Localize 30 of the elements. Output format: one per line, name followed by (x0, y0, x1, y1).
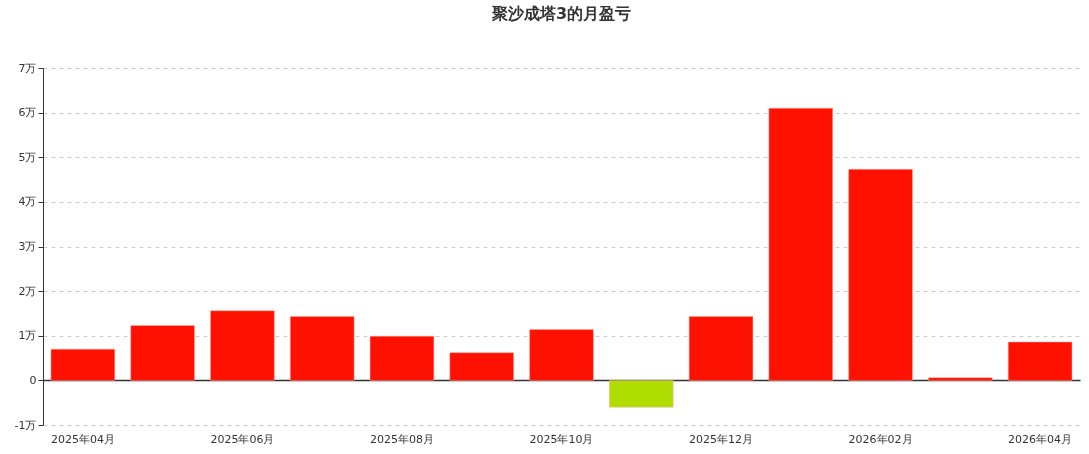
bar (768, 107, 833, 381)
y-tick-label: 5万 (18, 150, 37, 164)
y-tick-label: 4万 (18, 195, 37, 209)
bar (928, 377, 993, 381)
x-tick-label: 2025年08月 (369, 432, 434, 446)
bar (529, 329, 594, 381)
x-tick-label: 2025年04月 (50, 432, 115, 446)
bar (290, 316, 355, 381)
y-tick-label: -1万 (14, 418, 37, 432)
x-tick-label: 2025年12月 (689, 432, 754, 446)
x-tick-label: 2025年06月 (210, 432, 275, 446)
x-tick-label: 2025年10月 (529, 432, 594, 446)
bar (210, 310, 275, 381)
y-tick-label: 0 (29, 373, 37, 387)
bar (369, 335, 435, 381)
chart-title: 聚沙成塔3的月盈亏 (490, 4, 632, 23)
x-tick-label: 2026年02月 (848, 432, 913, 446)
x-tick-label: 2026年04月 (1008, 432, 1073, 446)
y-tick-label: 7万 (18, 61, 37, 75)
bar (688, 316, 754, 381)
bar (848, 169, 913, 381)
bar (449, 352, 514, 381)
bar (130, 325, 195, 381)
y-tick-label: 6万 (18, 106, 37, 120)
y-tick-label: 2万 (18, 284, 37, 298)
y-tick-label: 1万 (18, 329, 37, 343)
bar (609, 380, 674, 408)
bar (1007, 341, 1073, 381)
bar (50, 348, 116, 381)
y-tick-label: 3万 (18, 240, 37, 253)
